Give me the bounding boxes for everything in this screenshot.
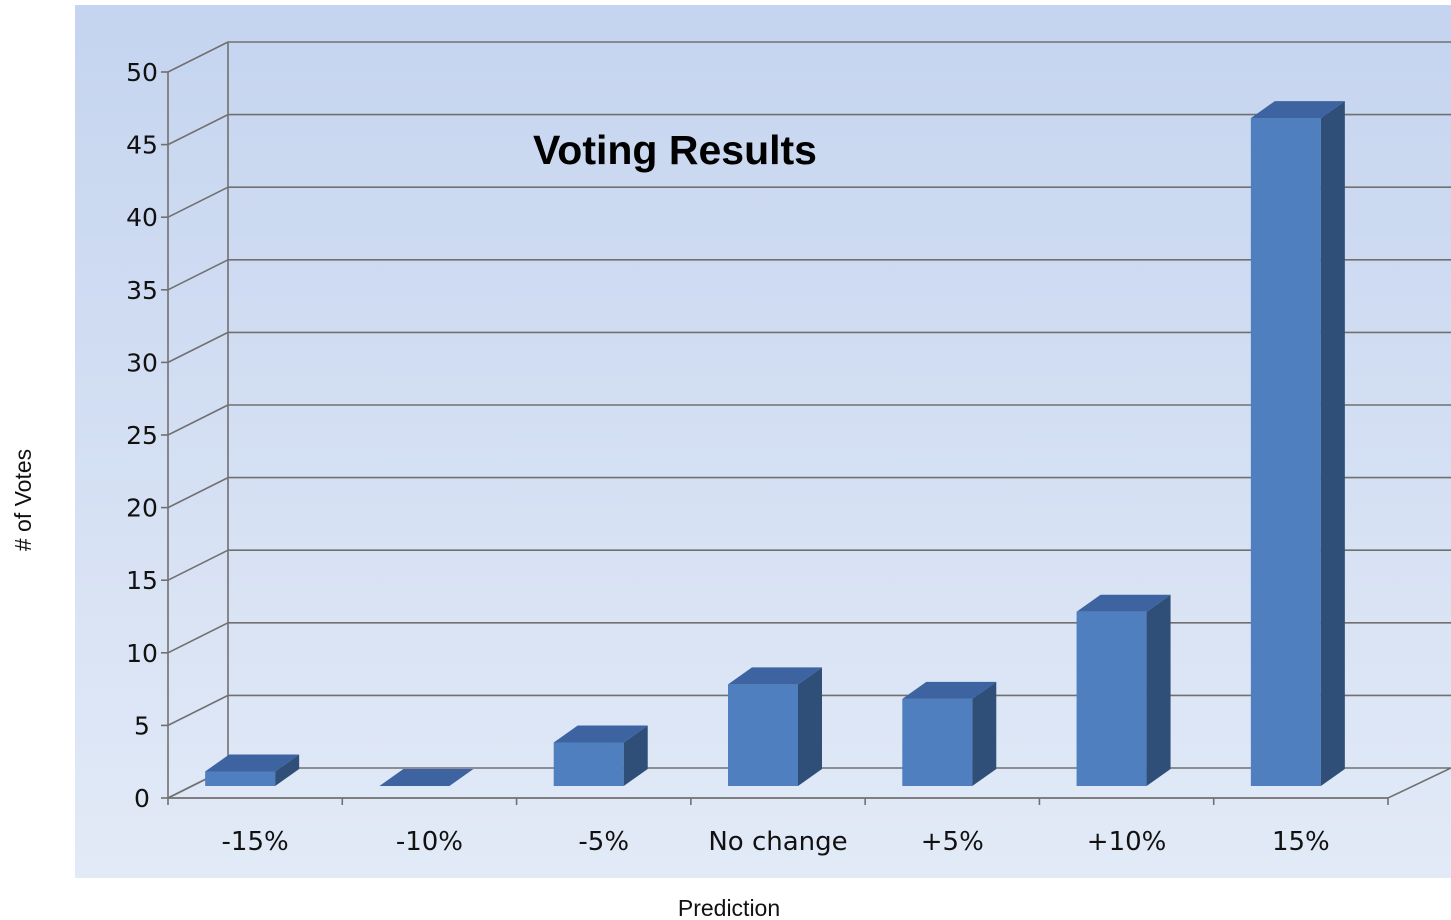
bar <box>379 769 474 786</box>
bar <box>1250 101 1345 786</box>
gridline-side <box>167 622 229 654</box>
gridline-side <box>167 186 229 218</box>
bar-side <box>1320 101 1345 786</box>
gridline-side <box>167 549 229 581</box>
bar-top <box>379 769 474 786</box>
bar-side <box>972 681 997 786</box>
x-tick-label: +5% <box>921 827 984 857</box>
gridline-side <box>167 694 229 727</box>
y-tick-label: 50 <box>126 58 158 87</box>
bar <box>553 725 648 786</box>
bar <box>728 667 822 786</box>
bar-front <box>553 742 624 786</box>
y-tick-label: 30 <box>126 348 158 377</box>
x-tick-label: No change <box>708 827 847 857</box>
bar-side <box>798 667 822 786</box>
y-axis-title: # of Votes <box>10 449 36 551</box>
bar-front <box>1076 611 1147 786</box>
chart-title: Voting Results <box>533 127 817 173</box>
x-axis-title: Prediction <box>678 895 780 920</box>
bar-top <box>553 725 648 743</box>
x-tick-label: 15% <box>1272 827 1330 857</box>
bar-top <box>1250 101 1345 119</box>
bar-top <box>1076 594 1171 612</box>
bar-top <box>728 667 822 685</box>
bars <box>205 101 1345 786</box>
gridline-side <box>167 259 229 291</box>
x-tick-label: +10% <box>1087 827 1167 857</box>
y-tick-label: 40 <box>126 203 158 232</box>
x-tick-label: -15% <box>222 827 289 857</box>
bar <box>205 754 300 786</box>
y-tick-label: 10 <box>126 639 158 668</box>
x-tick-label: -10% <box>396 827 463 857</box>
bar-front <box>1250 118 1321 786</box>
bar <box>1076 594 1171 786</box>
bar-side <box>275 754 300 786</box>
y-tick-label: 45 <box>126 131 158 160</box>
tick-labels: 0 5 10 15 20 25 30 35 40 45 50 -15% -10% -5% No change… <box>126 58 1330 857</box>
gridlines <box>161 41 1451 799</box>
y-tick-label: 25 <box>126 421 158 450</box>
gridline-side <box>167 476 229 509</box>
bar-front <box>902 698 973 786</box>
bar-side <box>623 725 648 786</box>
gridline-side <box>167 41 229 73</box>
x-tick-label: -5% <box>578 827 629 857</box>
bar-top <box>902 681 997 699</box>
gridline-side <box>167 113 229 146</box>
gridline-side <box>167 331 229 364</box>
bar-front <box>728 684 798 786</box>
bar-top <box>205 754 300 772</box>
y-tick-label: 15 <box>126 566 158 595</box>
bar <box>902 681 997 786</box>
y-tick-label: 20 <box>126 494 158 523</box>
y-tick-label: 0 <box>134 784 150 813</box>
bar-front <box>205 771 276 786</box>
bar-side <box>1146 594 1171 786</box>
y-tick-label: 35 <box>126 276 158 305</box>
y-tick-label: 5 <box>134 711 150 740</box>
gridline-side <box>167 404 229 436</box>
